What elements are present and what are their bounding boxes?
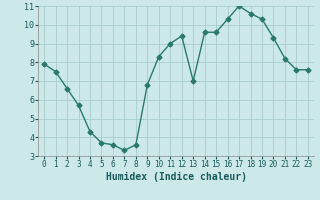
X-axis label: Humidex (Indice chaleur): Humidex (Indice chaleur) bbox=[106, 172, 246, 182]
